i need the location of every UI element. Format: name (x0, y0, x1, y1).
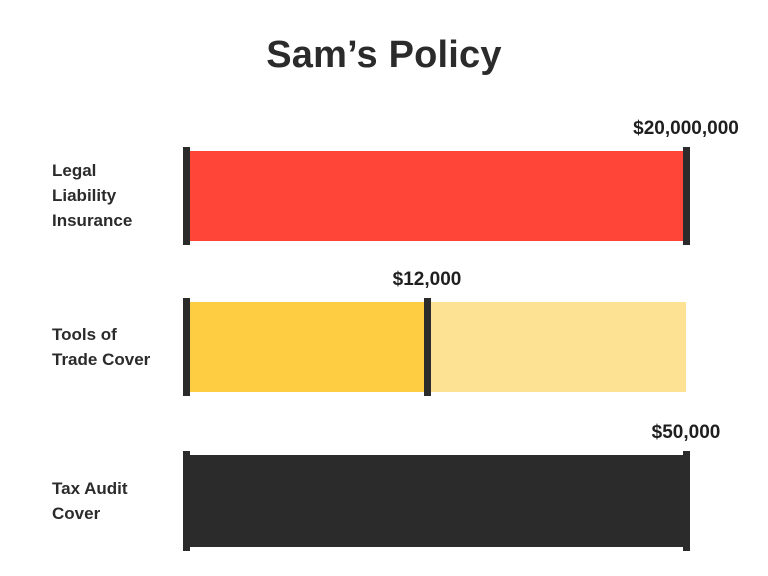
bar-value-tick (424, 298, 431, 396)
value-label-tax-audit-cover: $50,000 (651, 422, 721, 443)
bar-tax-audit-cover (187, 455, 686, 547)
value-label-tools-of-trade-cover: $12,000 (392, 269, 462, 290)
bar-legal-liability-insurance (187, 151, 686, 241)
bar-label-tools-of-trade-cover: Tools of Trade Cover (52, 325, 151, 369)
bar-start-tick (183, 298, 190, 396)
bar-value-tick (683, 147, 690, 245)
bar-start-tick (183, 147, 190, 245)
bar-value-tick (683, 451, 690, 551)
value-label-legal-liability-insurance: $20,000,000 (633, 118, 739, 139)
chart-title: Sam’s Policy (266, 34, 502, 76)
bar-label-legal-liability-insurance: Legal Liability Insurance (52, 161, 133, 230)
bar-start-tick (183, 451, 190, 551)
bar-label-tax-audit-cover: Tax Audit Cover (52, 479, 128, 523)
bar-tools-of-trade-cover (187, 302, 427, 392)
